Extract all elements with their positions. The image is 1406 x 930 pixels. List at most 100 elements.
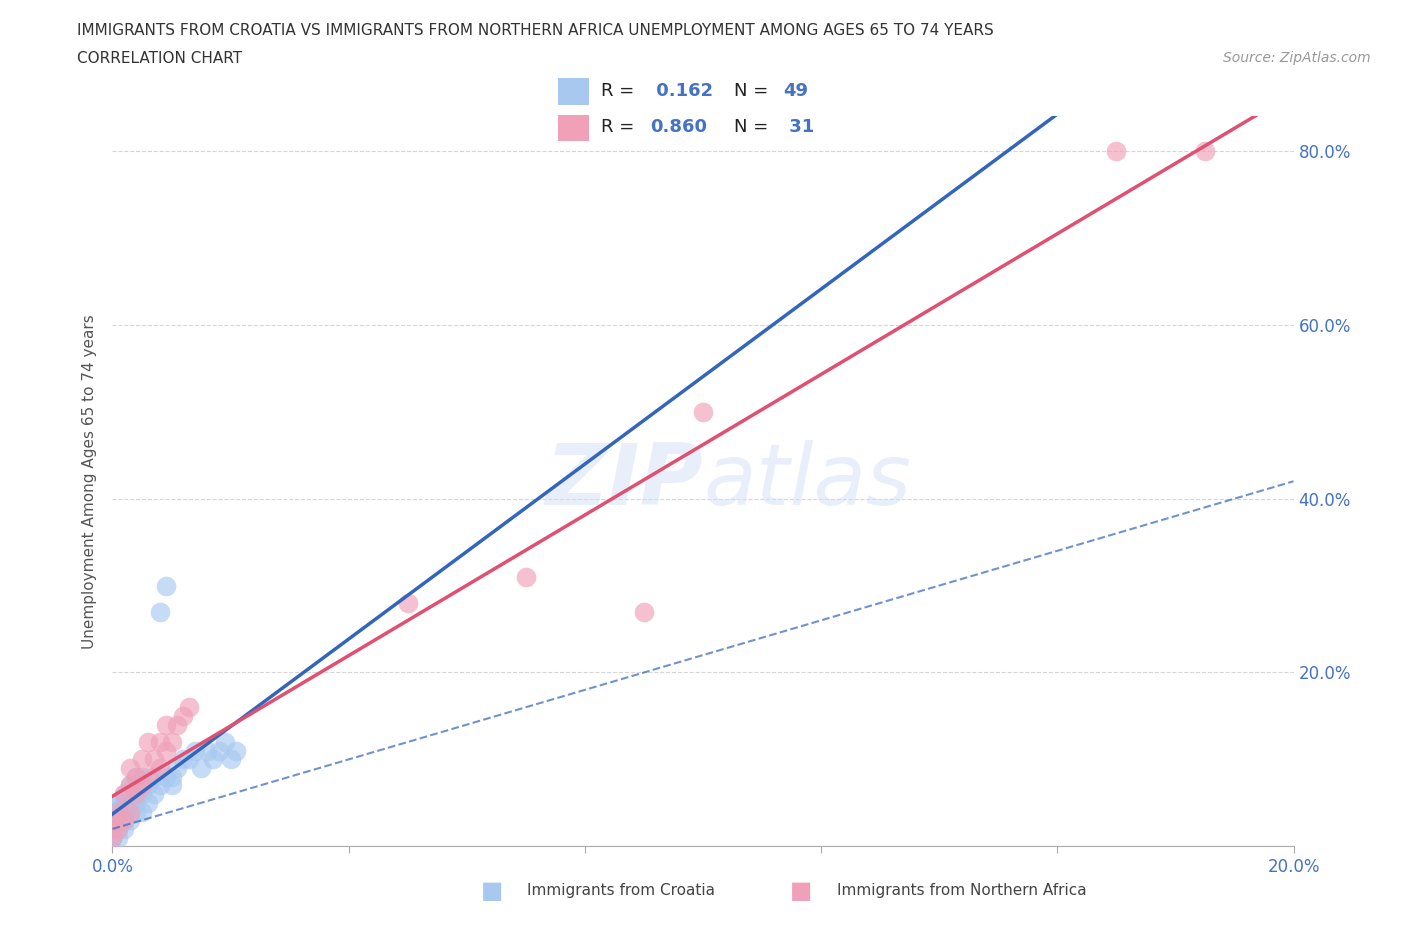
Point <box>120 804 142 819</box>
Point <box>125 804 148 819</box>
Text: 0.162: 0.162 <box>651 82 713 100</box>
Point <box>107 821 129 836</box>
Y-axis label: Unemployment Among Ages 65 to 74 years: Unemployment Among Ages 65 to 74 years <box>82 314 97 648</box>
Point <box>101 813 124 828</box>
Point <box>131 778 153 793</box>
Point <box>515 569 537 584</box>
Point <box>125 795 148 810</box>
Point <box>125 769 148 784</box>
Point <box>107 795 129 810</box>
Text: R =: R = <box>600 82 640 100</box>
Point <box>225 743 247 758</box>
Point <box>155 769 177 784</box>
Point <box>112 795 135 810</box>
Text: 0.860: 0.860 <box>651 118 707 137</box>
Point <box>160 769 183 784</box>
Point <box>155 743 177 758</box>
Text: N =: N = <box>734 82 773 100</box>
Point <box>149 604 172 619</box>
Point <box>166 761 188 776</box>
Text: ZIP: ZIP <box>546 440 703 523</box>
Point <box>125 778 148 793</box>
Point <box>131 787 153 802</box>
Point <box>107 804 129 819</box>
Text: ■: ■ <box>790 879 813 903</box>
Text: CORRELATION CHART: CORRELATION CHART <box>77 51 242 66</box>
Point <box>190 761 212 776</box>
Point <box>149 735 172 750</box>
Point <box>149 761 172 776</box>
Point <box>155 717 177 732</box>
Point <box>179 699 201 714</box>
Point <box>131 804 153 819</box>
Point <box>1105 143 1128 158</box>
Point <box>160 735 183 750</box>
Point <box>107 795 129 810</box>
Point <box>136 795 159 810</box>
Point <box>136 735 159 750</box>
Point <box>1194 143 1216 158</box>
Text: Source: ZipAtlas.com: Source: ZipAtlas.com <box>1223 51 1371 65</box>
Text: R =: R = <box>600 118 640 137</box>
Text: 31: 31 <box>783 118 814 137</box>
Point <box>125 787 148 802</box>
Text: N =: N = <box>734 118 773 137</box>
Point <box>136 769 159 784</box>
Point <box>112 804 135 819</box>
Point <box>125 769 148 784</box>
Point <box>396 595 419 610</box>
Point <box>120 795 142 810</box>
Point <box>219 752 242 767</box>
Point <box>120 778 142 793</box>
Point <box>155 578 177 593</box>
Point <box>195 743 218 758</box>
Point <box>101 821 124 836</box>
Point <box>172 709 194 724</box>
Point <box>101 830 124 845</box>
Text: Immigrants from Northern Africa: Immigrants from Northern Africa <box>837 884 1087 898</box>
Point <box>120 761 142 776</box>
Point <box>136 778 159 793</box>
Text: Immigrants from Croatia: Immigrants from Croatia <box>527 884 716 898</box>
Point <box>142 752 165 767</box>
Point <box>112 787 135 802</box>
Point <box>214 735 236 750</box>
Point <box>142 787 165 802</box>
Point <box>120 813 142 828</box>
Point <box>107 821 129 836</box>
Point <box>101 813 124 828</box>
Point <box>131 769 153 784</box>
Point <box>633 604 655 619</box>
Point <box>142 769 165 784</box>
Point <box>166 717 188 732</box>
Point <box>131 752 153 767</box>
Point <box>120 778 142 793</box>
Point <box>208 743 231 758</box>
Point <box>112 813 135 828</box>
Point <box>149 778 172 793</box>
Point <box>172 752 194 767</box>
Point <box>201 752 224 767</box>
Point <box>184 743 207 758</box>
Text: 49: 49 <box>783 82 808 100</box>
Point <box>101 830 124 845</box>
Point <box>692 405 714 419</box>
Point <box>179 752 201 767</box>
Text: ■: ■ <box>481 879 503 903</box>
Point <box>107 830 129 845</box>
Point <box>112 813 135 828</box>
Point <box>160 778 183 793</box>
Point <box>101 821 124 836</box>
Bar <box>558 114 589 141</box>
Bar <box>558 78 589 104</box>
Point <box>120 804 142 819</box>
Point <box>101 804 124 819</box>
Point <box>107 813 129 828</box>
Point <box>107 804 129 819</box>
Point <box>112 821 135 836</box>
Point <box>101 830 124 845</box>
Point <box>112 787 135 802</box>
Point <box>107 821 129 836</box>
Text: atlas: atlas <box>703 440 911 523</box>
Text: IMMIGRANTS FROM CROATIA VS IMMIGRANTS FROM NORTHERN AFRICA UNEMPLOYMENT AMONG AG: IMMIGRANTS FROM CROATIA VS IMMIGRANTS FR… <box>77 23 994 38</box>
